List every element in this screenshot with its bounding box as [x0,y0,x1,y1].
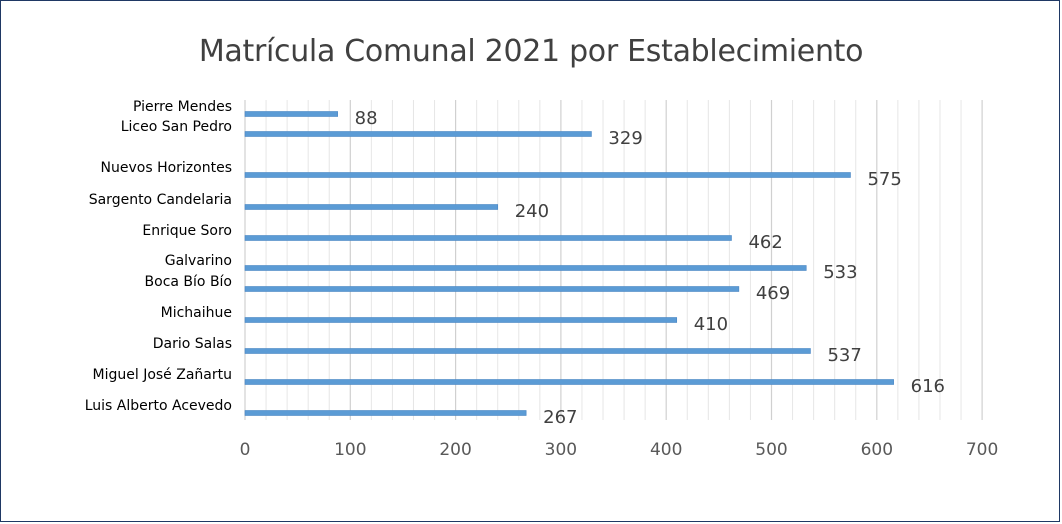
category-label: Dario Salas [153,336,232,352]
data-label: 267 [543,407,577,428]
category-labels: Pierre Mendes Liceo San Pedro Nuevos Horiz… [85,99,232,414]
bar [244,379,894,385]
category-label: Michaihue [161,305,232,321]
x-tick-label: 100 [334,440,366,460]
category-label: Liceo San Pedro [121,119,232,135]
bar [244,286,740,292]
category-label: Boca Bío Bío [145,274,232,290]
chart-title: Matrícula Comunal 2021 por Establecimien… [198,34,864,69]
x-tick-label: 0 [240,440,251,460]
data-label: 616 [911,376,945,397]
category-label: Pierre Mendes [133,99,232,115]
bar [244,317,678,323]
data-label: 329 [608,128,642,149]
x-tick-label: 500 [755,440,787,460]
data-label: 88 [355,108,378,129]
grid-lines [244,100,983,420]
bar [244,111,338,117]
x-tick-label: 200 [439,440,471,460]
data-label: 410 [694,314,728,335]
bars [244,111,894,416]
category-label: Galvarino [165,253,232,269]
x-tick-label: 300 [545,440,577,460]
bar [244,265,807,271]
data-labels: 88 329 575 240 462 533 469 410 537 616 267 [355,108,945,428]
category-label: Enrique Soro [142,223,232,239]
bar [244,172,851,178]
data-label: 469 [756,283,790,304]
data-label: 462 [748,232,782,253]
x-axis-ticks: 0 100 200 300 400 500 600 700 [240,440,999,460]
x-tick-label: 700 [966,440,998,460]
bar [244,410,527,416]
x-tick-label: 600 [861,440,893,460]
bar [244,235,732,241]
category-label: Nuevos Horizontes [101,160,232,176]
x-tick-label: 400 [650,440,682,460]
data-label: 575 [867,169,901,190]
category-label: Miguel José Zañartu [93,367,232,383]
category-label: Sargento Candelaria [89,192,232,208]
category-label: Luis Alberto Acevedo [85,398,232,414]
bar [244,131,592,137]
data-label: 533 [823,262,857,283]
bar [244,348,811,354]
data-label: 240 [515,201,549,222]
data-label: 537 [827,345,861,366]
bar [244,204,499,210]
